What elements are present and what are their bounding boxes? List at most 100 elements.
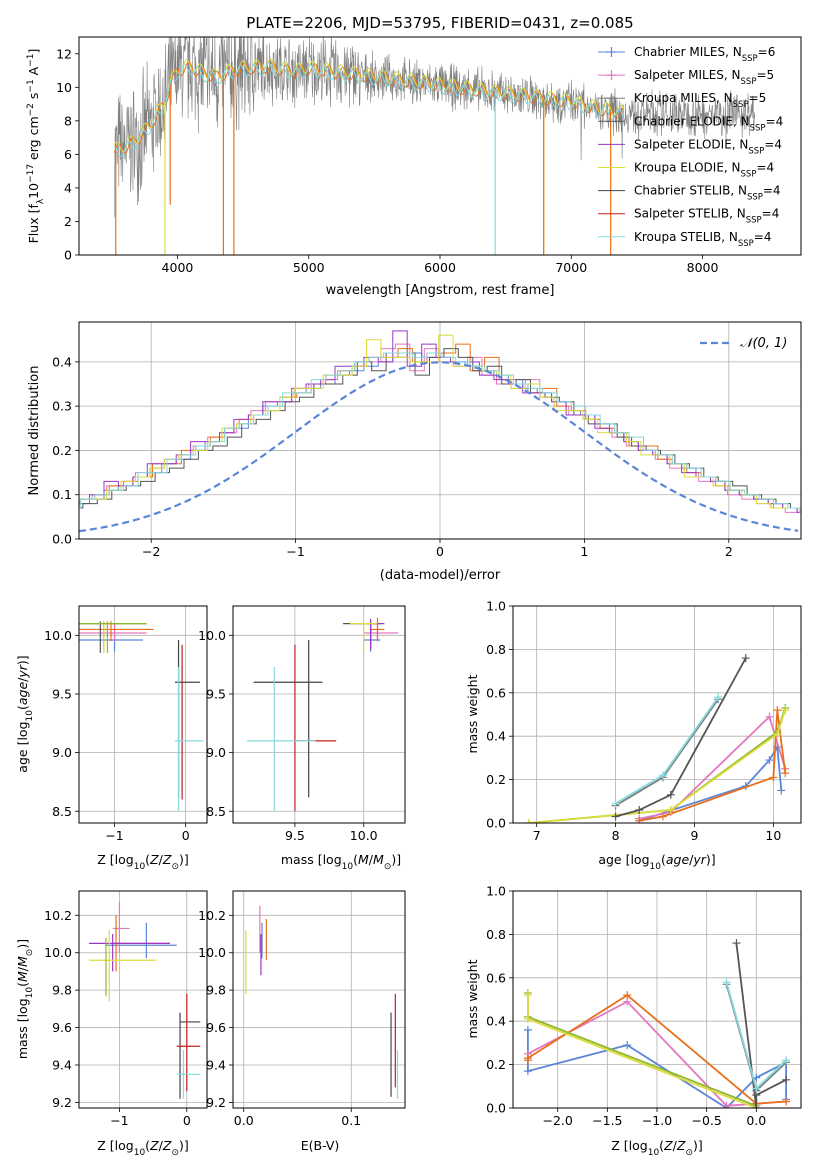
legend-label: 𝒩(0, 1)	[740, 336, 787, 351]
y-tick-label: 8.5	[206, 804, 226, 819]
errorbar	[294, 644, 337, 812]
label-part: Z	[149, 852, 159, 867]
errorbar-panel-2: −1 08.59.09.510.0Z [log10(Z/Z⊙)]age [log1…	[15, 605, 208, 872]
errorbar-plot-area	[246, 617, 399, 812]
label-part: /	[159, 852, 164, 867]
plus-marker	[658, 771, 667, 780]
x-tick-label: 9.5	[285, 828, 305, 843]
y-tick-label: 9.5	[52, 686, 72, 701]
label-part: /	[15, 677, 30, 682]
errorbar	[175, 666, 204, 812]
y-tick-label: 0.3	[52, 399, 72, 414]
axes-frame	[78, 321, 802, 540]
label-part: Z	[663, 1138, 673, 1153]
y-axis-label: Flux [fλ10−17 erg cm−2 s−1 A−1]	[26, 49, 46, 244]
label-part: /	[369, 852, 374, 867]
y-tick-label: 4	[64, 180, 72, 195]
x-tick-label: 10	[765, 828, 781, 843]
legend-label-sub: SSP	[741, 77, 757, 87]
y-tick-label: 12	[56, 46, 72, 61]
y-tick-label: 10.0	[44, 945, 72, 960]
x-axis-label: age [log10(age/yr)]	[598, 852, 715, 872]
plus-marker	[524, 819, 533, 823]
errorbar	[79, 621, 147, 653]
label-part: /	[673, 1138, 678, 1153]
mass-weight-panel-7: −2.0 −1.5 −1.0 −0.5 0.0 0.0 0.2 0.4 0.6 0.8 1.0 Z […	[465, 884, 802, 1158]
mass-weight-series-line	[639, 715, 787, 820]
histogram-step-series	[79, 348, 801, 509]
histogram-step-series	[79, 330, 801, 513]
x-axis-label: E(B-V)	[301, 1138, 340, 1153]
y-tick-label: 2	[64, 214, 72, 229]
x-axis-label: Z [log10(Z/Z⊙)]	[97, 852, 189, 872]
x-tick-label: 6000	[424, 260, 456, 275]
mass-weight-plot-area	[524, 654, 790, 823]
legend-label: Kroupa STELIB, NSSP=4	[634, 230, 772, 249]
errorbar	[179, 1012, 201, 1099]
y-tick-label: 9.6	[206, 1020, 226, 1035]
x-tick-label: 0	[436, 544, 444, 559]
model-spectrum-line	[113, 58, 624, 153]
legend-label: Kroupa ELODIE, NSSP=4	[634, 161, 774, 180]
x-axis-label: mass [log10(M/M⊙)]	[281, 852, 401, 872]
mass-weight-series-line	[527, 995, 757, 1108]
x-tick-label: 0.0	[746, 1113, 766, 1128]
x-axis-label: Z [log10(Z/Z⊙)]	[97, 1138, 189, 1158]
y-tick-label: 0.8	[486, 927, 506, 942]
x-tick-label: 0	[183, 1113, 191, 1128]
legend-label: Salpeter ELODIE, NSSP=4	[634, 137, 782, 156]
plus-marker	[523, 1015, 532, 1024]
x-tick-label: 0	[182, 828, 190, 843]
plus-marker	[732, 939, 741, 948]
legend-label-eq: =5	[756, 68, 774, 82]
plus-marker	[773, 730, 782, 739]
label-part: Z [log	[97, 1138, 133, 1153]
label-part: (	[661, 852, 666, 867]
legend-label-text: Salpeter MILES, N	[634, 68, 741, 82]
spectrum-panel: 4000 5000 6000 7000 8000 0 2 4 6 8 10 12 wavelength …	[26, 36, 802, 298]
label-part: yr	[692, 852, 706, 867]
legend-label-sub: SSP	[750, 123, 766, 133]
legend-label: Chabrier MILES, NSSP=6	[634, 45, 775, 64]
plus-marker	[765, 756, 774, 765]
y-tick-label: 8	[64, 113, 72, 128]
y-tick-label: 9.4	[52, 1057, 72, 1072]
label-part: 10	[648, 1148, 660, 1158]
label-part: −1	[26, 54, 36, 67]
y-tick-label: 10.0	[198, 628, 226, 643]
y-tick-label: 10.2	[198, 908, 226, 923]
y-tick-label: 10.0	[44, 628, 72, 643]
plus-marker	[782, 1097, 791, 1106]
normal-curve-line	[79, 361, 799, 533]
legend-label-sub: SSP	[738, 239, 754, 249]
histogram-step-series	[79, 352, 801, 513]
histogram-step-series	[79, 343, 801, 513]
label-part: )]	[693, 1138, 703, 1153]
plus-marker	[623, 991, 632, 1000]
plus-marker	[752, 1084, 761, 1093]
x-axis-label: Z [log10(Z/Z⊙)]	[611, 1138, 703, 1158]
label-part: Z [log	[97, 852, 133, 867]
errorbar-plot-area	[89, 902, 201, 1099]
y-tick-label: 9.0	[52, 745, 72, 760]
label-part: Z	[162, 1138, 172, 1153]
y-axis-label: age [log10(age/yr)]	[15, 655, 35, 772]
label-part: Z	[162, 852, 172, 867]
x-tick-label: −1	[286, 544, 304, 559]
legend-label-text: Chabrier ELODIE, N	[634, 114, 750, 128]
legend-label-text: Chabrier MILES, N	[634, 45, 742, 59]
axes-frame	[232, 890, 406, 1109]
errorbar	[363, 621, 399, 642]
y-tick-label: 10	[56, 80, 72, 95]
mass-weight-series-line	[528, 707, 787, 823]
errorbar-panel-5: −1 09.29.49.69.810.010.2Z [log10(Z/Z⊙)]ma…	[15, 890, 208, 1158]
x-tick-label: 0.1	[341, 1113, 361, 1128]
label-part: ⊙	[171, 1148, 179, 1158]
x-tick-label: −1.5	[592, 1113, 622, 1128]
y-tick-label: 0.6	[486, 685, 506, 700]
plus-marker	[606, 47, 617, 57]
axes-frame	[512, 890, 802, 1109]
data-spectrum-line	[114, 37, 756, 218]
y-tick-label: 9.2	[52, 1095, 72, 1110]
